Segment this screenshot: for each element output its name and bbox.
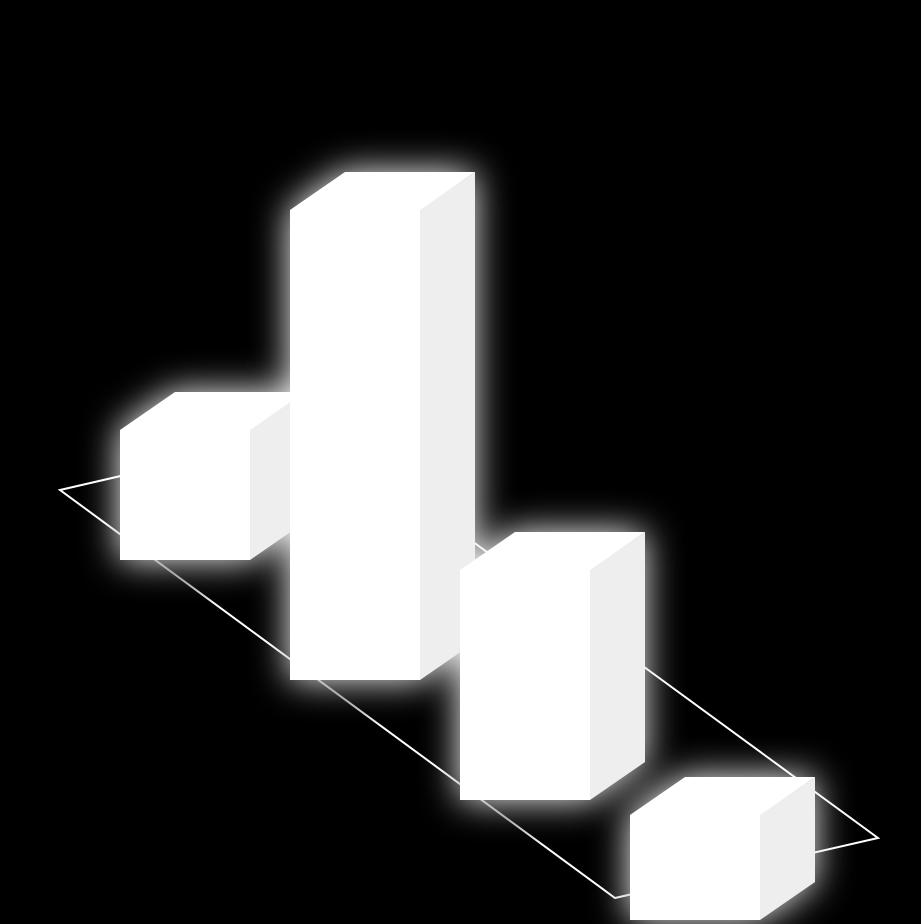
bar-front [120,430,250,560]
bar-3 [630,777,815,920]
bar-front [630,815,760,920]
bar-front [460,570,590,800]
bar-side [590,532,645,800]
bar-front [290,210,420,680]
bar-2 [460,532,645,800]
bar-chart-3d [0,0,921,924]
bar-0 [120,392,305,560]
bar-1 [290,172,475,680]
